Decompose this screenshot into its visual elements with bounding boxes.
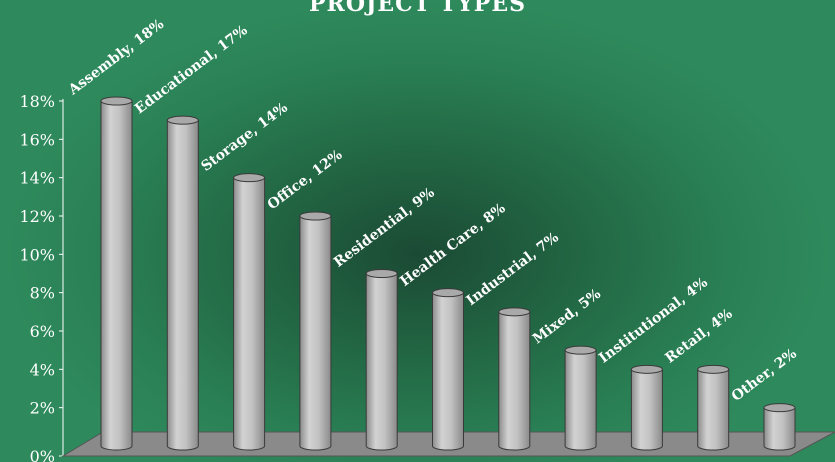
y-tick-label: 6% [30,322,55,341]
bar-body [365,273,398,451]
bar-body [630,368,663,451]
bar-top [299,211,332,221]
bar-top [697,364,730,374]
bar [763,403,796,451]
bar-top [763,403,796,413]
y-tick-label: 16% [19,130,55,149]
bar-top [233,173,266,183]
data-label: Storage, 14% [198,100,290,175]
data-label: Assembly, 18% [65,16,167,98]
bar [564,345,597,451]
bar [166,115,199,451]
y-tick-label: 10% [19,245,55,264]
bar-body [233,177,266,451]
bar [299,211,332,451]
y-tick-label: 8% [30,284,55,303]
bar [498,307,531,451]
data-label: Mixed, 5% [530,286,604,347]
bar [233,173,266,451]
bar [100,96,133,451]
y-tick-label: 14% [19,169,55,188]
bar-body [432,292,464,451]
bar [432,288,464,451]
chart-title: PROJECT TYPES [309,0,526,17]
y-tick-label: 18% [19,92,55,111]
y-tick-label: 4% [30,360,55,379]
bar-body [299,215,332,451]
y-tick-label: 2% [30,399,55,418]
data-label: Other, 2% [729,346,800,405]
bar-top [498,307,531,317]
bar-body [100,100,133,451]
bar [697,364,730,451]
bar-body [763,407,796,451]
bar [630,364,663,451]
bar-top [630,364,663,374]
bar-body [166,119,199,451]
bar-top [100,96,133,106]
bar [365,269,398,451]
bar-top [166,115,199,125]
bar-top [432,288,464,298]
y-tick-label: 0% [30,447,55,462]
bar-top [365,269,398,278]
bar-top [564,345,597,355]
data-label: Office, 12% [265,147,346,213]
data-label: Institutional, 4% [596,275,711,367]
bar-body [697,368,730,451]
bar-body [564,349,597,451]
bar-body [498,311,531,451]
y-tick-label: 12% [19,207,55,226]
data-label: Industrial, 7% [464,229,562,309]
